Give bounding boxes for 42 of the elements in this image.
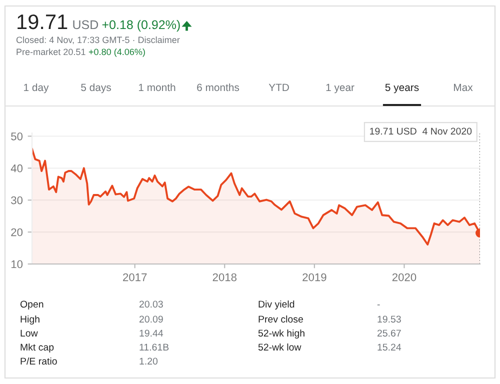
text: 19.44 (140, 330, 164, 337)
text: High (20, 315, 40, 325)
text: 5 days (81, 83, 111, 94)
text: P/E ratio (20, 357, 57, 365)
text: Closed: 4 Nov, 17:33 GMT-5 · Disclaimer (16, 36, 180, 44)
x-tick-label: 2019 (302, 273, 326, 282)
text: YTD (268, 84, 289, 91)
text: 1.20 (140, 358, 158, 365)
y-tick-label: 40 (10, 164, 23, 172)
text: 1 day (24, 83, 49, 94)
text: Max (454, 84, 473, 92)
text: 11.61B (140, 344, 169, 351)
x-tick-label: 2017 (123, 273, 147, 282)
text: 52-wk low (258, 343, 302, 351)
chart-title: 19.71 (18, 14, 68, 30)
text: 20.09 (139, 316, 163, 323)
text: Low (20, 330, 38, 337)
text: Mkt cap (20, 343, 54, 353)
text: +0.18 (0.92%) (102, 20, 180, 32)
text: 15.24 (378, 344, 402, 351)
text: Open (20, 300, 44, 310)
y-tick-label: 30 (11, 196, 23, 204)
text: 52-wk high (258, 329, 304, 339)
text: 19.53 (378, 316, 401, 323)
x-tick-label: 2018 (212, 273, 237, 282)
text: Prev close (258, 315, 303, 323)
text: USD (73, 20, 98, 30)
y-tick-label: 10 (11, 260, 23, 268)
y-tick-label: 50 (11, 132, 23, 140)
annotation: 19.71 USD 4 Nov 2020 (370, 128, 472, 135)
text: 5 years (385, 84, 419, 94)
text: 20.03 (139, 300, 163, 308)
text: 25.67 (377, 330, 401, 337)
text: 6 months (197, 83, 240, 92)
y-tick-label: 20 (11, 228, 23, 236)
text: 1 year (326, 84, 354, 94)
text: 1 month (138, 83, 176, 92)
text: Div yield (258, 300, 294, 310)
x-tick-label: 2020 (392, 273, 416, 282)
text: Pre-market 20.51 (16, 48, 86, 56)
text: +0.80 (4.06%) (88, 48, 145, 57)
text: - (377, 304, 380, 306)
